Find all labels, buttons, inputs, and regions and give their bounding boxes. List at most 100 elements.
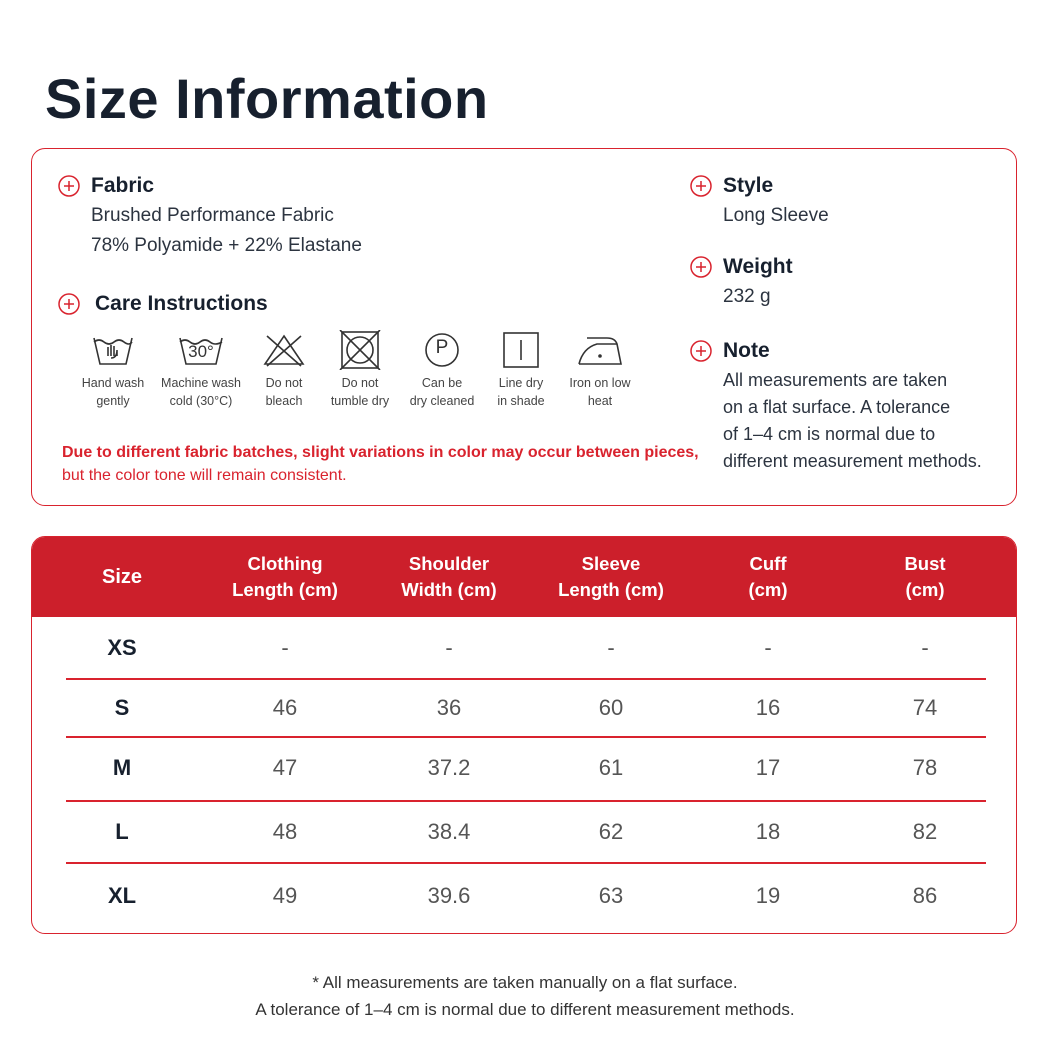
care-label: in shade <box>497 394 545 408</box>
size-table <box>31 536 1017 934</box>
section-heading: Weight <box>723 255 793 278</box>
care-label: Line dry <box>498 376 544 390</box>
section-heading: Fabric <box>91 174 155 197</box>
header-line: (cm) <box>748 579 788 600</box>
care-item: 30° Machine wash cold (30°C) <box>153 330 249 410</box>
care-icon <box>425 333 459 367</box>
care-label: dry cleaned <box>409 394 475 408</box>
table-cell: 48 <box>272 819 298 844</box>
table-cell: - <box>445 635 453 660</box>
care-item: Line dry in shade <box>473 330 569 410</box>
plus-svg <box>58 175 80 197</box>
header-line: (cm) <box>905 579 945 600</box>
table-cell: - <box>764 635 772 660</box>
table-header: Shoulder Width (cm) <box>401 551 496 603</box>
info-card <box>31 148 1017 506</box>
care-item: Do not tumble dry <box>312 330 408 410</box>
care-item: P Can be dry cleaned <box>394 330 490 410</box>
row-divider <box>66 800 986 802</box>
care-label: Machine wash <box>161 376 241 390</box>
care-icon <box>503 332 539 368</box>
care-symbol: 30° <box>188 342 214 361</box>
plus-svg <box>690 256 712 278</box>
section-text: Long Sleeve <box>723 205 829 226</box>
row-divider <box>66 678 986 680</box>
care-item: Hand wash gently <box>65 330 161 410</box>
header-line: Cuff <box>749 553 787 574</box>
section-text: 78% Polyamide + 22% Elastane <box>91 235 362 256</box>
care-symbol: P <box>435 337 449 358</box>
color-notice: but the color tone will remain consisten… <box>62 467 347 484</box>
table-header: Size <box>102 564 142 590</box>
care-label: cold (30°C) <box>169 394 233 408</box>
table-cell: 17 <box>755 755 781 780</box>
care-label: heat <box>587 394 613 408</box>
table-cell: XL <box>107 883 137 908</box>
header-line: Length (cm) <box>232 579 338 600</box>
table-cell: 16 <box>755 695 781 720</box>
table-cell: 74 <box>912 695 938 720</box>
plus-svg <box>58 293 80 315</box>
care-label: tumble dry <box>330 394 390 408</box>
care-icon <box>93 337 133 365</box>
table-cell: - <box>921 635 929 660</box>
table-header: Clothing Length (cm) <box>232 551 338 603</box>
care-icon <box>339 330 381 370</box>
plus-icon <box>58 175 80 197</box>
table-cell: 47 <box>272 755 298 780</box>
care-label: bleach <box>265 394 303 408</box>
section-text: different measurement methods. <box>723 451 982 471</box>
table-cell: 60 <box>598 695 624 720</box>
table-cell: 78 <box>912 755 938 780</box>
header-line: Size <box>101 566 143 588</box>
table-header: Cuff (cm) <box>748 551 787 603</box>
plus-icon <box>690 256 712 278</box>
table-cell: L <box>115 819 129 844</box>
footnote: * All measurements are taken manually on… <box>312 973 738 992</box>
section-text: All measurements are taken <box>723 370 948 390</box>
table-cell: 63 <box>598 883 624 908</box>
table-cell: 82 <box>912 819 938 844</box>
page-title: Size Information <box>45 67 489 130</box>
care-icon <box>578 337 622 365</box>
table-cell: M <box>112 755 132 780</box>
table-cell: 38.4 <box>427 819 471 844</box>
table-cell: 49 <box>272 883 298 908</box>
header-line: Sleeve <box>581 553 641 574</box>
table-cell: 36 <box>436 695 462 720</box>
footnote: A tolerance of 1–4 cm is normal due to d… <box>255 1000 795 1019</box>
section-text: on a flat surface. A tolerance <box>723 397 951 417</box>
section-text: of 1–4 cm is normal due to <box>723 424 936 444</box>
care-label: Iron on low <box>569 376 631 390</box>
header-line: Length (cm) <box>558 579 664 600</box>
plus-svg <box>690 340 712 362</box>
table-cell: - <box>607 635 615 660</box>
care-icon <box>263 334 305 367</box>
table-cell: 37.2 <box>427 755 471 780</box>
section-heading: Note <box>723 339 770 362</box>
care-label: Hand wash <box>81 376 145 390</box>
table-cell: 19 <box>755 883 781 908</box>
care-label: Can be <box>421 376 463 390</box>
care-label: Do not <box>265 376 303 390</box>
table-cell: 39.6 <box>427 883 471 908</box>
row-divider <box>66 736 986 738</box>
section-text: 232 g <box>723 286 771 307</box>
section-heading: Style <box>723 174 774 197</box>
care-label: Do not <box>341 376 379 390</box>
table-cell: S <box>114 695 130 720</box>
table-cell: 46 <box>272 695 298 720</box>
plus-icon <box>58 293 80 315</box>
care-icon <box>179 337 223 365</box>
table-cell: - <box>281 635 289 660</box>
table-cell: 61 <box>598 755 624 780</box>
table-cell: 62 <box>598 819 624 844</box>
plus-icon <box>690 340 712 362</box>
care-item: Do not bleach <box>236 330 332 410</box>
header-line: Shoulder <box>408 553 490 574</box>
color-notice: Due to different fabric batches, slight … <box>62 444 699 461</box>
header-line: Clothing <box>247 553 323 574</box>
table-cell: 86 <box>912 883 938 908</box>
plus-svg <box>690 175 712 197</box>
